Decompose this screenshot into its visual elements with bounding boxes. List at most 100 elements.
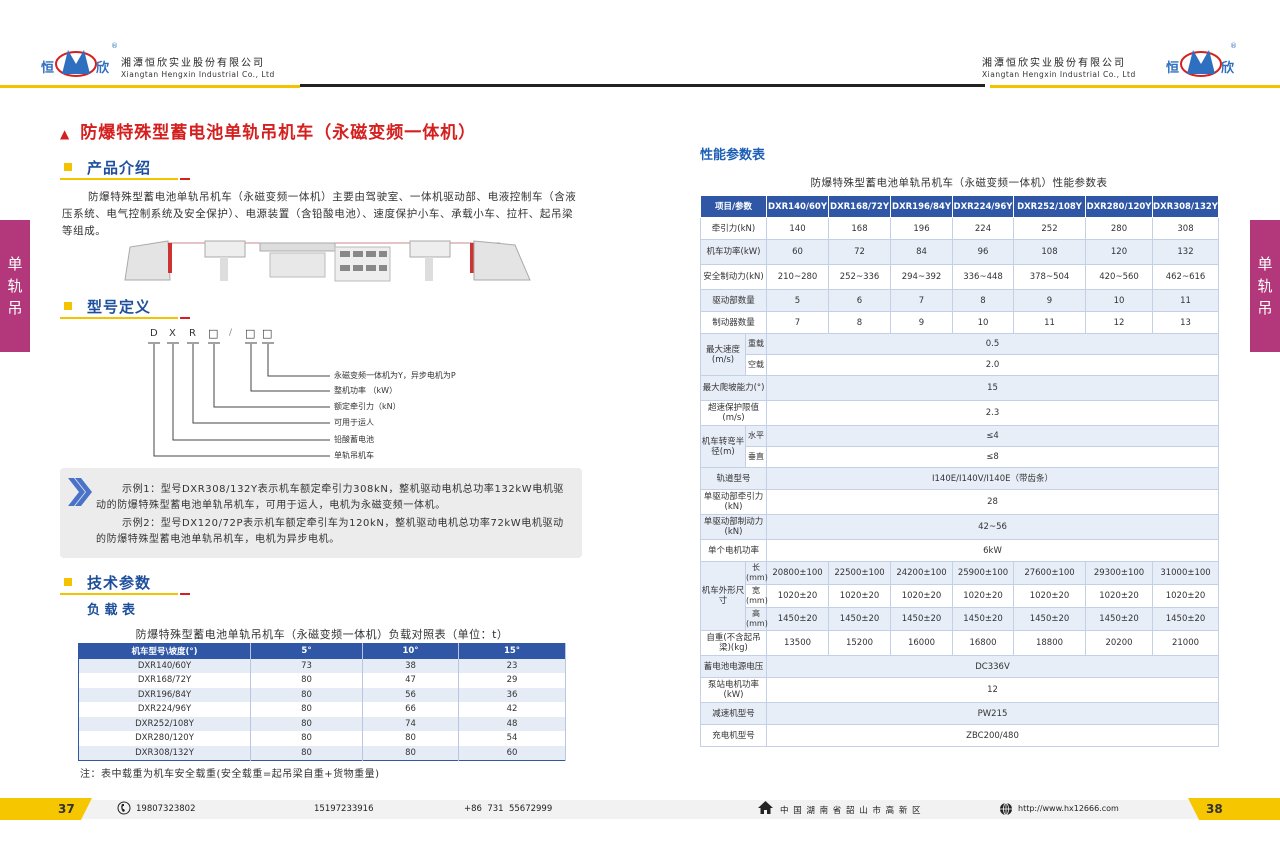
footer-bar: [0, 800, 1280, 819]
spec-cell: 7: [890, 289, 954, 312]
spec-row-label: 驱动部数量: [699, 289, 768, 312]
spec-cell: 11: [1013, 311, 1087, 334]
page-number-left: 37: [0, 798, 92, 820]
spec-row-sublabel: 空载: [744, 354, 768, 376]
load-table-cell: 80: [250, 687, 363, 702]
spec-cell: 13500: [766, 630, 830, 656]
intro-paragraph: 防爆特殊型蓄电池单轨吊机车（永磁变频一体机）主要由驾驶室、一体机驱动部、电液控制…: [62, 191, 577, 237]
address: 中 国 湖 南 省 韶 山 市 高 新 区: [780, 806, 922, 816]
model-legend-item: 永磁变频一体机为Y，异步电机为P: [334, 371, 456, 380]
load-table-row: DXR196/84Y 80 56 36: [78, 687, 566, 702]
spec-cell: 224: [952, 217, 1015, 240]
load-table-cell: DXR224/96Y: [78, 702, 251, 717]
load-table-cell: 80: [250, 716, 363, 731]
section-heading-model: 型号定义: [87, 298, 152, 316]
model-legend-item: 铅酸蓄电池: [334, 435, 374, 444]
load-table-header: 15°: [458, 643, 566, 659]
spec-row-sublabel: 重载: [744, 333, 768, 355]
spec-cell: 1450±20: [952, 607, 1015, 631]
spec-cell-merged: DC336V: [766, 655, 1219, 678]
heading-underline: [60, 317, 178, 319]
spec-row-label: 充电机型号: [699, 724, 768, 747]
model-code-char: □: [245, 327, 256, 340]
spec-cell: 252~336: [828, 264, 892, 290]
load-table-row: DXR252/108Y 80 74 48: [78, 716, 566, 731]
spec-row-label: 最大爬坡能力(°): [699, 375, 768, 401]
company-name-cn: 湘潭恒欣实业股份有限公司: [121, 58, 265, 69]
spec-row-label: 减速机型号: [699, 702, 768, 725]
spec-table-row: 泵站电机功率(kW) 12: [699, 677, 1219, 703]
load-table-cell: 73: [250, 658, 363, 673]
svg-text:欣: 欣: [96, 60, 110, 76]
spec-cell: 8: [952, 289, 1015, 312]
load-table-cell: 80: [250, 673, 363, 688]
spec-row-sublabel: 宽(mm): [744, 584, 768, 608]
side-tab-char: 吊: [7, 299, 23, 317]
triangle-icon: ▲: [60, 127, 71, 141]
spec-cell: 31000±100: [1152, 561, 1219, 585]
model-legend-item: 整机功率 （kW）: [334, 386, 398, 395]
spec-row-label: 单驱动部牵引力(kN): [699, 489, 768, 515]
spec-table-row: 机车转弯半径(m) 水平 ≤4: [700, 425, 1219, 468]
spec-cell: 308: [1152, 217, 1219, 240]
load-table-cell: 80: [250, 745, 363, 760]
spec-table-row: 轨道型号 I140E/I140V/I140E（带齿条）: [699, 467, 1219, 490]
company-name-en-right: Xiangtan Hengxin Industrial Co., Ltd: [982, 70, 1136, 79]
spec-table-header: DXR196/84Y: [890, 195, 954, 218]
load-table-heading: 负 载 表: [87, 603, 136, 618]
side-tab-char: 吊: [1257, 299, 1273, 317]
model-code-char: □: [208, 327, 219, 340]
spec-table-row: 高(mm) 1450±20 1450±20 1450±20 1450±20 1450±20…: [701, 607, 1219, 631]
spec-cell: 336~448: [952, 264, 1015, 290]
spec-cell: 168: [828, 217, 892, 240]
spec-cell: 1450±20: [890, 607, 954, 631]
spec-row-label: 蓄电池电源电压: [699, 655, 768, 678]
section-bullet-icon: [64, 302, 72, 310]
double-chevron-icon: [68, 478, 92, 506]
load-table-header: 10°: [362, 643, 459, 659]
load-table-row: DXR280/120Y 80 80 54: [78, 731, 566, 746]
page-title-text: 防爆特殊型蓄电池单轨吊机车（永磁变频一体机）: [80, 123, 477, 143]
heading-red-dash: [180, 178, 190, 180]
spec-cell-merged: 0.5: [766, 333, 1219, 355]
spec-table: 项目/参数 DXR140/60Y DXR168/72Y DXR196/84Y DXR22…: [699, 195, 1219, 747]
load-table-cell: 80: [362, 745, 459, 760]
spec-table-header: DXR140/60Y: [766, 195, 830, 218]
spec-cell-merged: I140E/I140V/I140E（带齿条）: [766, 467, 1219, 490]
spec-cell: 1020±20: [766, 584, 830, 608]
header-yellow-line-right: [990, 85, 1280, 88]
spec-table-row: 牵引力(kN) 140 168 196 224 252 280 308: [699, 217, 1219, 240]
spec-cell: 16800: [952, 630, 1015, 656]
spec-cell: 1450±20: [1085, 607, 1154, 631]
spec-table-row: 蓄电池电源电压 DC336V: [699, 655, 1219, 678]
spec-cell: 1450±20: [1013, 607, 1087, 631]
spec-row-label: 牵引力(kN): [699, 217, 768, 240]
load-table-cell: 47: [362, 673, 459, 688]
svg-text:欣: 欣: [1221, 60, 1235, 76]
website-link[interactable]: http://www.hx12666.com: [1018, 804, 1119, 813]
spec-table-row: 安全制动力(kN) 210~280 252~336 294~392 336~448 378…: [699, 264, 1219, 290]
svg-text:恒: 恒: [1166, 60, 1179, 76]
spec-cell: 10: [1085, 289, 1154, 312]
spec-cell: 60: [766, 239, 830, 265]
spec-row-label: 泵站电机功率(kW): [699, 677, 768, 703]
spec-cell: 84: [890, 239, 954, 265]
spec-cell-merged: 2.0: [766, 354, 1219, 376]
registered-mark-right: ®: [1230, 42, 1237, 50]
spec-table-row: 机车功率(kW) 60 72 84 96 108 120 132: [699, 239, 1219, 265]
example-1: 示例1：型号DXR308/132Y表示机车额定牵引力308kN，整机驱动电机总功…: [96, 484, 565, 511]
spec-cell: 294~392: [890, 264, 954, 290]
spec-cell: 22500±100: [828, 561, 892, 585]
section-bullet-icon: [64, 163, 72, 171]
spec-table-row: 制动器数量 7 8 9 10 11 12 13: [699, 311, 1219, 334]
load-table-caption: 防爆特殊型蓄电池单轨吊机车（永磁变频一体机）负载对照表（单位：t）: [135, 628, 509, 641]
spec-table-header: 项目/参数: [699, 195, 768, 218]
load-table: 机车型号\坡度(°) 5° 10° 15° DXR140/60Y 73 38 23 DXR168…: [78, 643, 566, 761]
spec-cell: 6: [828, 289, 892, 312]
spec-cell-merged: ≤4: [766, 425, 1219, 447]
spec-table-row: 驱动部数量 5 6 7 8 9 10 11: [699, 289, 1219, 312]
spec-table-caption: 防爆特殊型蓄电池单轨吊机车（永磁变频一体机）性能参数表: [810, 177, 1108, 189]
spec-cell: 72: [828, 239, 892, 265]
spec-table-row: 最大爬坡能力(°) 15: [699, 375, 1219, 401]
spec-heading: 性能参数表: [700, 148, 766, 163]
